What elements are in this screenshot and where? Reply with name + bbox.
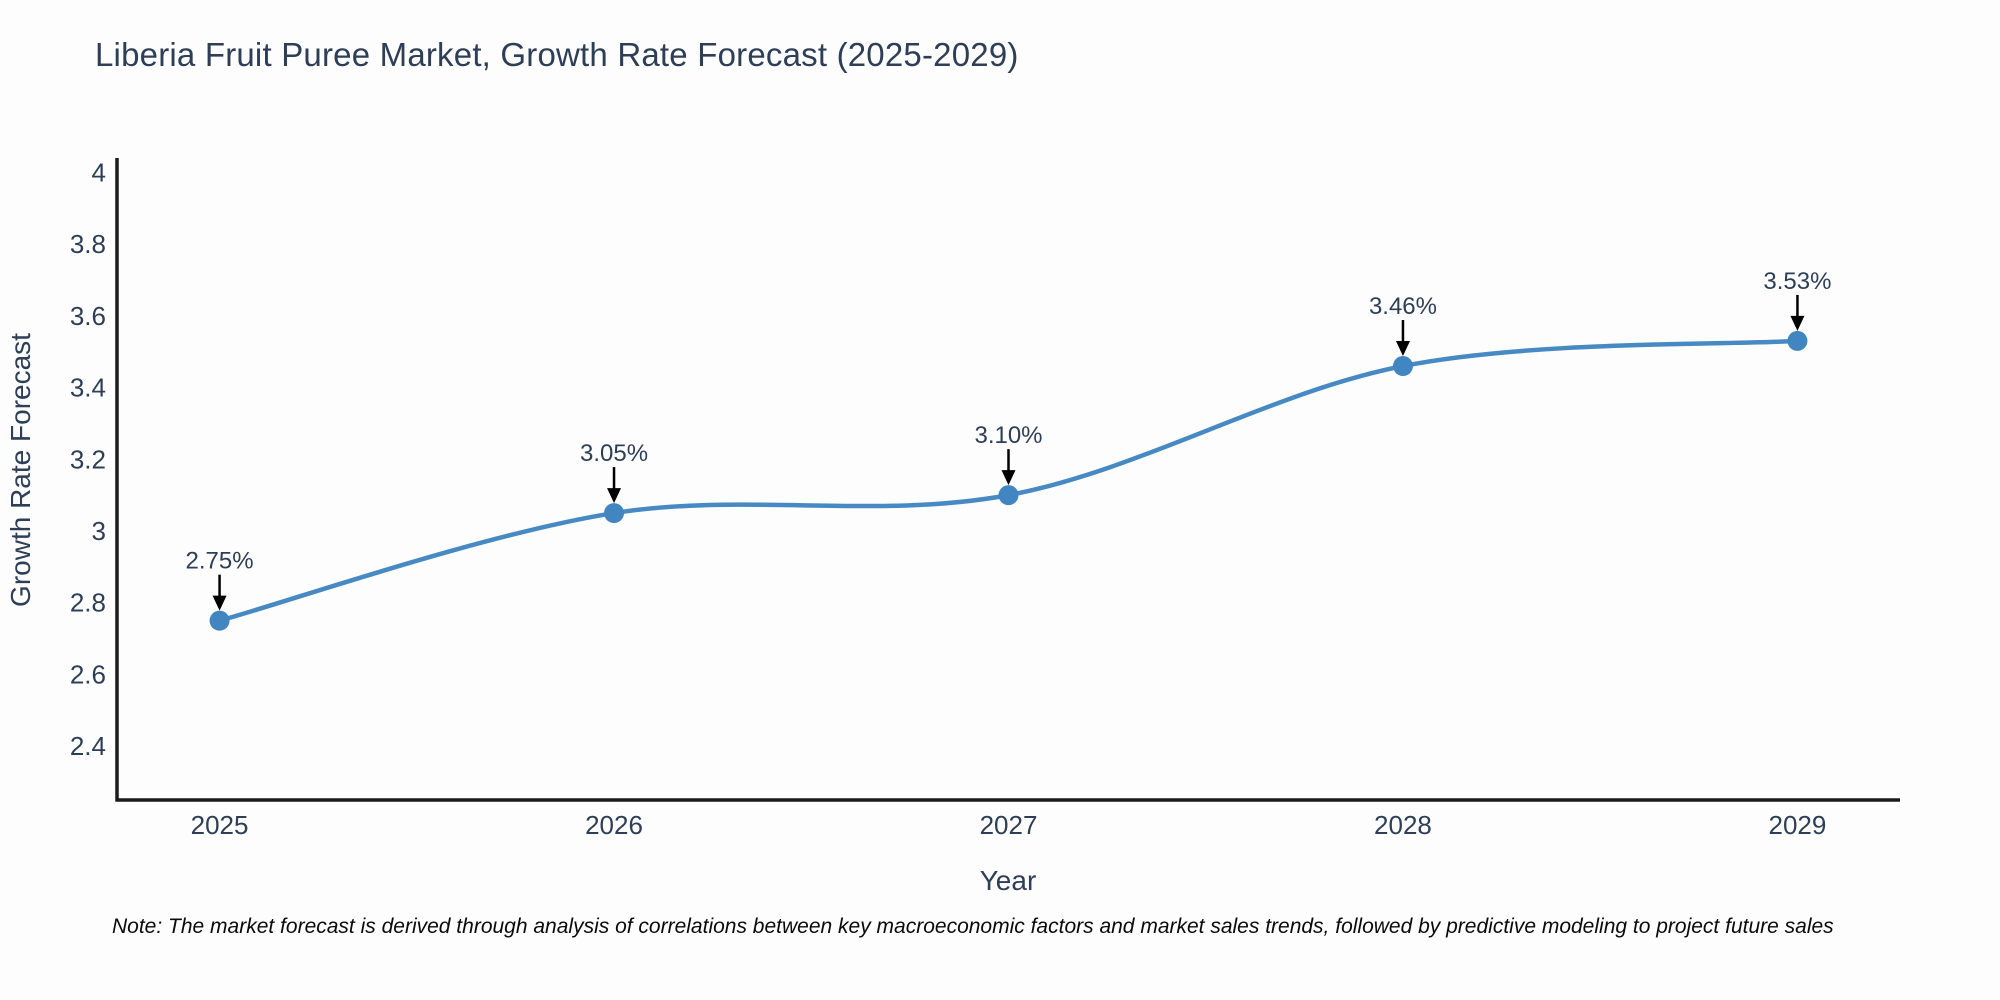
line-series-layer: [209, 330, 1808, 631]
footnote: Note: The market forecast is derived thr…: [112, 915, 1834, 938]
data-point-label: 3.10%: [974, 422, 1042, 449]
annotation-arrowhead: [607, 488, 622, 504]
data-point-marker[interactable]: [1392, 356, 1413, 377]
axes-layer: 2.4 2.6 2.8 3 3.2 3.4 3.6 3.8 4 2025 2026 2027 2028 2…: [70, 157, 1900, 840]
x-tick-label: 2029: [1769, 810, 1827, 840]
data-point-marker[interactable]: [209, 610, 230, 631]
y-tick-label: 2.4: [70, 731, 106, 761]
data-point-label: 2.75%: [186, 548, 254, 575]
x-axis-title: Year: [980, 865, 1037, 896]
chart-title: Liberia Fruit Puree Market, Growth Rate …: [95, 36, 1019, 73]
x-tick-label: 2028: [1374, 810, 1432, 840]
y-tick-label: 3: [92, 516, 106, 546]
data-point-marker[interactable]: [998, 485, 1019, 506]
data-point-label: 3.05%: [580, 440, 648, 467]
x-tick-label: 2025: [191, 810, 249, 840]
y-tick-label: 4: [92, 157, 106, 187]
y-tick-label: 3.8: [70, 229, 106, 259]
x-tick-label: 2027: [980, 810, 1038, 840]
x-tick-label: 2026: [585, 810, 643, 840]
y-axis-title: Growth Rate Forecast: [5, 333, 36, 607]
y-tick-label: 3.4: [70, 373, 106, 403]
data-point-marker[interactable]: [604, 503, 625, 524]
y-tick-label: 3.6: [70, 301, 106, 331]
annotation-arrowhead: [1001, 470, 1016, 486]
data-point-label: 3.46%: [1369, 293, 1437, 320]
annotation-layer: 2.75% 3.05% 3.10% 3.46% 3.53%: [186, 268, 1831, 611]
annotation-arrowhead: [212, 595, 227, 611]
annotation-arrowhead: [1395, 341, 1410, 357]
y-tick-label: 3.2: [70, 444, 106, 474]
y-tick-label: 2.6: [70, 659, 106, 689]
data-point-label: 3.53%: [1763, 268, 1831, 295]
y-tick-label: 2.8: [70, 588, 106, 618]
annotation-arrowhead: [1790, 315, 1805, 331]
data-point-marker[interactable]: [1787, 330, 1808, 351]
